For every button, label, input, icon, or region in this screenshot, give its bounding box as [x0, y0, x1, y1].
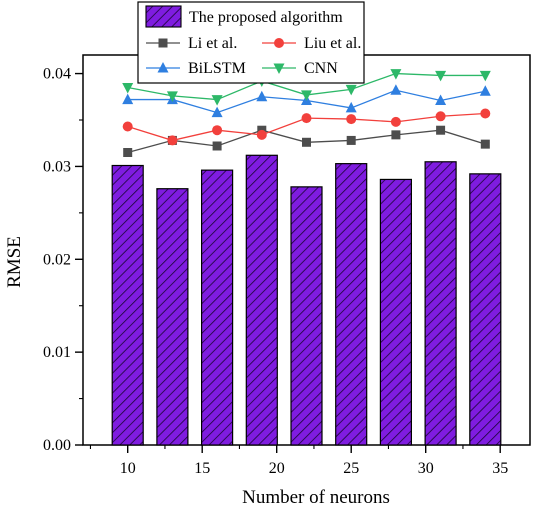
- bar-13: [156, 188, 189, 446]
- cnn-point-13: [166, 91, 178, 102]
- bilstm-point-19: [256, 90, 268, 102]
- x-tick-label: 20: [269, 460, 285, 477]
- liu-et-al-point-25: [346, 114, 357, 125]
- li-et-al-point-31: [436, 125, 446, 135]
- bilstm-point-16: [211, 106, 223, 118]
- bar-16: [201, 169, 234, 446]
- li-et-al-point-25: [346, 135, 356, 145]
- cnn-point-16: [211, 95, 223, 106]
- y-tick-label: 0.04: [43, 66, 71, 83]
- legend-marker-cnn: [273, 63, 285, 74]
- bar-28: [379, 178, 412, 446]
- liu-et-al-point-28: [390, 116, 401, 127]
- liu-et-al-point-16: [212, 125, 223, 136]
- cnn-point-22: [301, 90, 312, 101]
- bar-series: [111, 154, 502, 446]
- liu-et-al-point-31: [435, 111, 446, 122]
- bar-10: [111, 164, 144, 446]
- series-cnn: [122, 69, 491, 106]
- li-et-al-point-34: [480, 139, 490, 149]
- legend-marker-liu-et-al: [274, 38, 284, 48]
- legend-swatch-proposed: [145, 5, 182, 28]
- legend-marker-li-et-al: [158, 38, 168, 48]
- x-axis-title: Number of neurons: [242, 487, 390, 508]
- series-li-et-al: [123, 125, 490, 157]
- bilstm-point-31: [435, 94, 447, 105]
- x-tick-label: 35: [492, 460, 508, 477]
- y-tick-label: 0.03: [43, 158, 71, 175]
- series-liu-et-al: [122, 108, 491, 146]
- li-et-al-point-10: [123, 148, 133, 157]
- x-tick-label: 30: [418, 460, 434, 477]
- legend-label-cnn: CNN: [304, 60, 338, 77]
- legend-label-liu-et-al: Liu et al.: [304, 35, 361, 52]
- cnn-point-10: [122, 83, 134, 94]
- bar-31: [424, 161, 457, 446]
- y-tick-label: 0.00: [43, 437, 71, 454]
- cnn-point-34: [479, 70, 491, 82]
- legend-label-li-et-al: Li et al.: [188, 35, 237, 52]
- cnn-point-28: [390, 69, 402, 80]
- liu-et-al-point-10: [122, 121, 133, 132]
- x-tick-label: 15: [194, 460, 210, 477]
- bar-19: [245, 154, 278, 446]
- bilstm-point-28: [390, 84, 402, 95]
- cnn-point-25: [345, 84, 357, 96]
- axes: 10 15 20 25 30 35 0.00 0.01 0.02 0.03 0.04: [43, 66, 508, 477]
- li-et-al-point-16: [212, 141, 222, 151]
- li-et-al-point-22: [302, 137, 311, 147]
- liu-et-al-point-19: [256, 129, 267, 140]
- y-tick-label: 0.01: [43, 344, 71, 361]
- bilstm-point-10: [122, 93, 134, 105]
- y-axis-title: RMSE: [4, 236, 25, 288]
- bar-34: [469, 173, 502, 446]
- legend: The proposed algorithm Li et al. Liu et al…: [137, 1, 365, 84]
- legend-label-proposed: The proposed algorithm: [189, 9, 343, 26]
- x-tick-label: 25: [343, 460, 359, 477]
- y-tick-label: 0.02: [43, 251, 71, 268]
- bar-25: [335, 163, 368, 446]
- bilstm-point-34: [479, 85, 491, 96]
- li-et-al-point-28: [391, 130, 401, 140]
- line-series-group: [122, 69, 491, 157]
- x-tick-label: 10: [120, 460, 136, 477]
- liu-et-al-point-34: [480, 108, 491, 119]
- bilstm-point-25: [345, 101, 357, 113]
- liu-et-al-point-13: [167, 135, 178, 146]
- legend-marker-bilstm: [157, 62, 169, 73]
- legend-label-bilstm: BiLSTM: [188, 60, 246, 77]
- cnn-point-31: [435, 70, 447, 82]
- liu-et-al-point-22: [301, 113, 312, 124]
- bar-22: [290, 186, 323, 446]
